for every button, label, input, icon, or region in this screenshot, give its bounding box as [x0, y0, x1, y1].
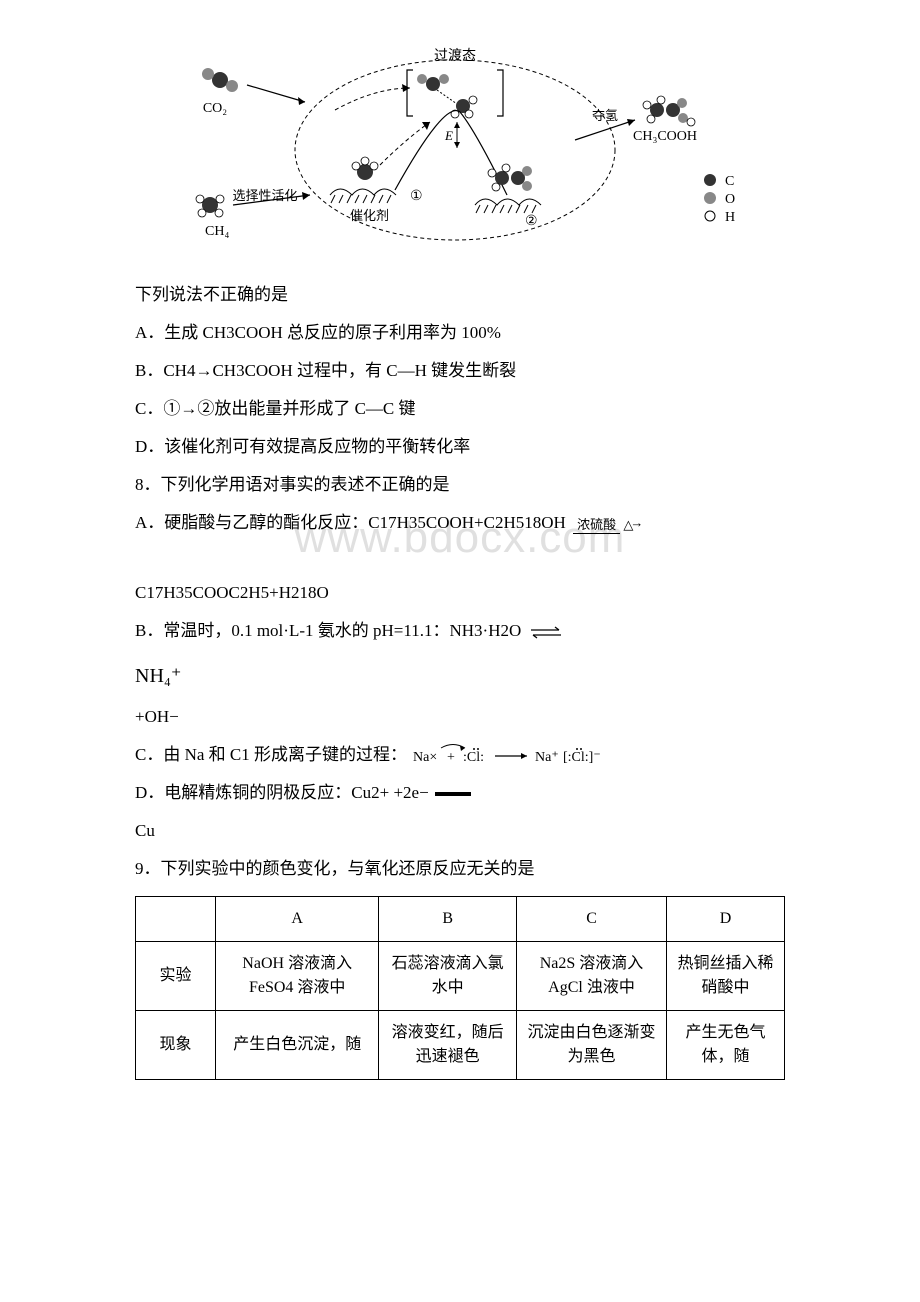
table-cell: 现象: [136, 1011, 216, 1080]
catalyst-surface-2: [475, 199, 541, 213]
table-cell: C: [516, 897, 666, 942]
state-1-label: ①: [410, 189, 423, 204]
equilibrium-arrow-icon: [529, 625, 563, 639]
table-cell: Na2S 溶液滴入 AgCl 浊液中: [516, 942, 666, 1011]
legend-o: O: [725, 192, 735, 207]
nh4-formula: NH₄⁺: [135, 665, 181, 687]
svg-text::Cl:: :Cl:: [463, 750, 484, 765]
q8-b-pre: B．常温时，0.1 mol·L-1 氨水的 pH=11.1：NH3·H2O: [135, 621, 521, 640]
transition-label: 过渡态: [434, 48, 476, 64]
q7-option-a: A．生成 CH3COOH 总反应的原子利用率为 100%: [135, 316, 785, 350]
table-cell: A: [216, 897, 379, 942]
table-cell: 热铜丝插入稀硝酸中: [667, 942, 785, 1011]
state-2-label: ②: [525, 214, 538, 229]
q8-option-d-line1: D．电解精炼铜的阴极反应：Cu2+ +2e−: [135, 776, 785, 810]
co2-label: CO₂: [203, 101, 227, 116]
q8-c-text: C．由 Na 和 C1 形成离子键的过程：: [135, 745, 407, 764]
table-cell: 溶液变红，随后迅速褪色: [379, 1011, 517, 1080]
long-equals-icon: [435, 792, 471, 796]
q8-option-c: C．由 Na 和 C1 形成离子键的过程： Na× + :Cl: Na⁺ [:C…: [135, 738, 785, 772]
product-label: CH₃COOH: [633, 129, 697, 144]
svg-text:[:Cl:]⁻: [:Cl:]⁻: [563, 750, 601, 765]
table-cell: [136, 897, 216, 942]
q7-option-d: D．该催化剂可有效提高反应物的平衡转化率: [135, 430, 785, 464]
q9-table: A B C D 实验 NaOH 溶液滴入 FeSO4 溶液中 石蕊溶液滴入氯水中…: [135, 896, 785, 1080]
q8-option-d-line2: Cu: [135, 814, 785, 848]
q8-option-a-line2: C17H35COOC2H5+H218O: [135, 576, 785, 610]
reaction-diagram: CO₂ CH₄ 选择性活化: [135, 40, 785, 262]
table-cell: 产生无色气体，随: [667, 1011, 785, 1080]
table-cell: 石蕊溶液滴入氯水中: [379, 942, 517, 1011]
cond-top: 浓硫酸: [573, 517, 620, 534]
table-row: A B C D: [136, 897, 785, 942]
table-cell: NaOH 溶液滴入 FeSO4 溶液中: [216, 942, 379, 1011]
legend-c: C: [725, 174, 734, 189]
catalyst-label: 催化剂: [350, 208, 389, 223]
q8-option-b-post: +OH−: [135, 700, 785, 734]
table-cell: D: [667, 897, 785, 942]
q7-option-b: B．CH4→CH3COOH 过程中，有 C—H 键发生断裂: [135, 354, 785, 388]
q8-option-b-line1: B．常温时，0.1 mol·L-1 氨水的 pH=11.1：NH3·H2O: [135, 614, 785, 648]
table-row: 实验 NaOH 溶液滴入 FeSO4 溶液中 石蕊溶液滴入氯水中 Na2S 溶液…: [136, 942, 785, 1011]
table-cell: 实验: [136, 942, 216, 1011]
q7-stem: 下列说法不正确的是: [135, 278, 785, 312]
q8-option-a-line1: A．硬脂酸与乙醇的酯化反应：C17H35COOH+C2H518OH 浓硫酸 △ …: [135, 506, 785, 540]
q7-option-c: C．①→②放出能量并形成了 C—C 键: [135, 392, 785, 426]
table-row: 现象 产生白色沉淀，随 溶液变红，随后迅速褪色 沉淀由白色逐渐变为黑色 产生无色…: [136, 1011, 785, 1080]
table-cell: 沉淀由白色逐渐变为黑色: [516, 1011, 666, 1080]
svg-text:+: +: [447, 750, 455, 765]
q8-a-pre: A．硬脂酸与乙醇的酯化反应：C17H35COOH+C2H518OH: [135, 513, 566, 532]
svg-text:Na⁺: Na⁺: [535, 750, 559, 765]
reaction-condition-icon: 浓硫酸 △ →: [573, 518, 633, 531]
q9-stem: 9．下列实验中的颜色变化，与氧化还原反应无关的是: [135, 852, 785, 886]
dehydro-label: 夺氢: [592, 108, 618, 123]
ionic-bond-diagram: Na× + :Cl: Na⁺ [:Cl:]⁻: [411, 743, 621, 769]
q8-d-pre: D．电解精炼铜的阴极反应：Cu2+ +2e−: [135, 783, 429, 802]
legend-h: H: [725, 210, 735, 225]
energy-label: E: [444, 128, 453, 143]
table-cell: B: [379, 897, 517, 942]
svg-text:Na×: Na×: [413, 750, 437, 765]
ch4-label: CH₄: [205, 224, 229, 239]
catalyst-surface-1: [330, 189, 396, 203]
table-cell: 产生白色沉淀，随: [216, 1011, 379, 1080]
